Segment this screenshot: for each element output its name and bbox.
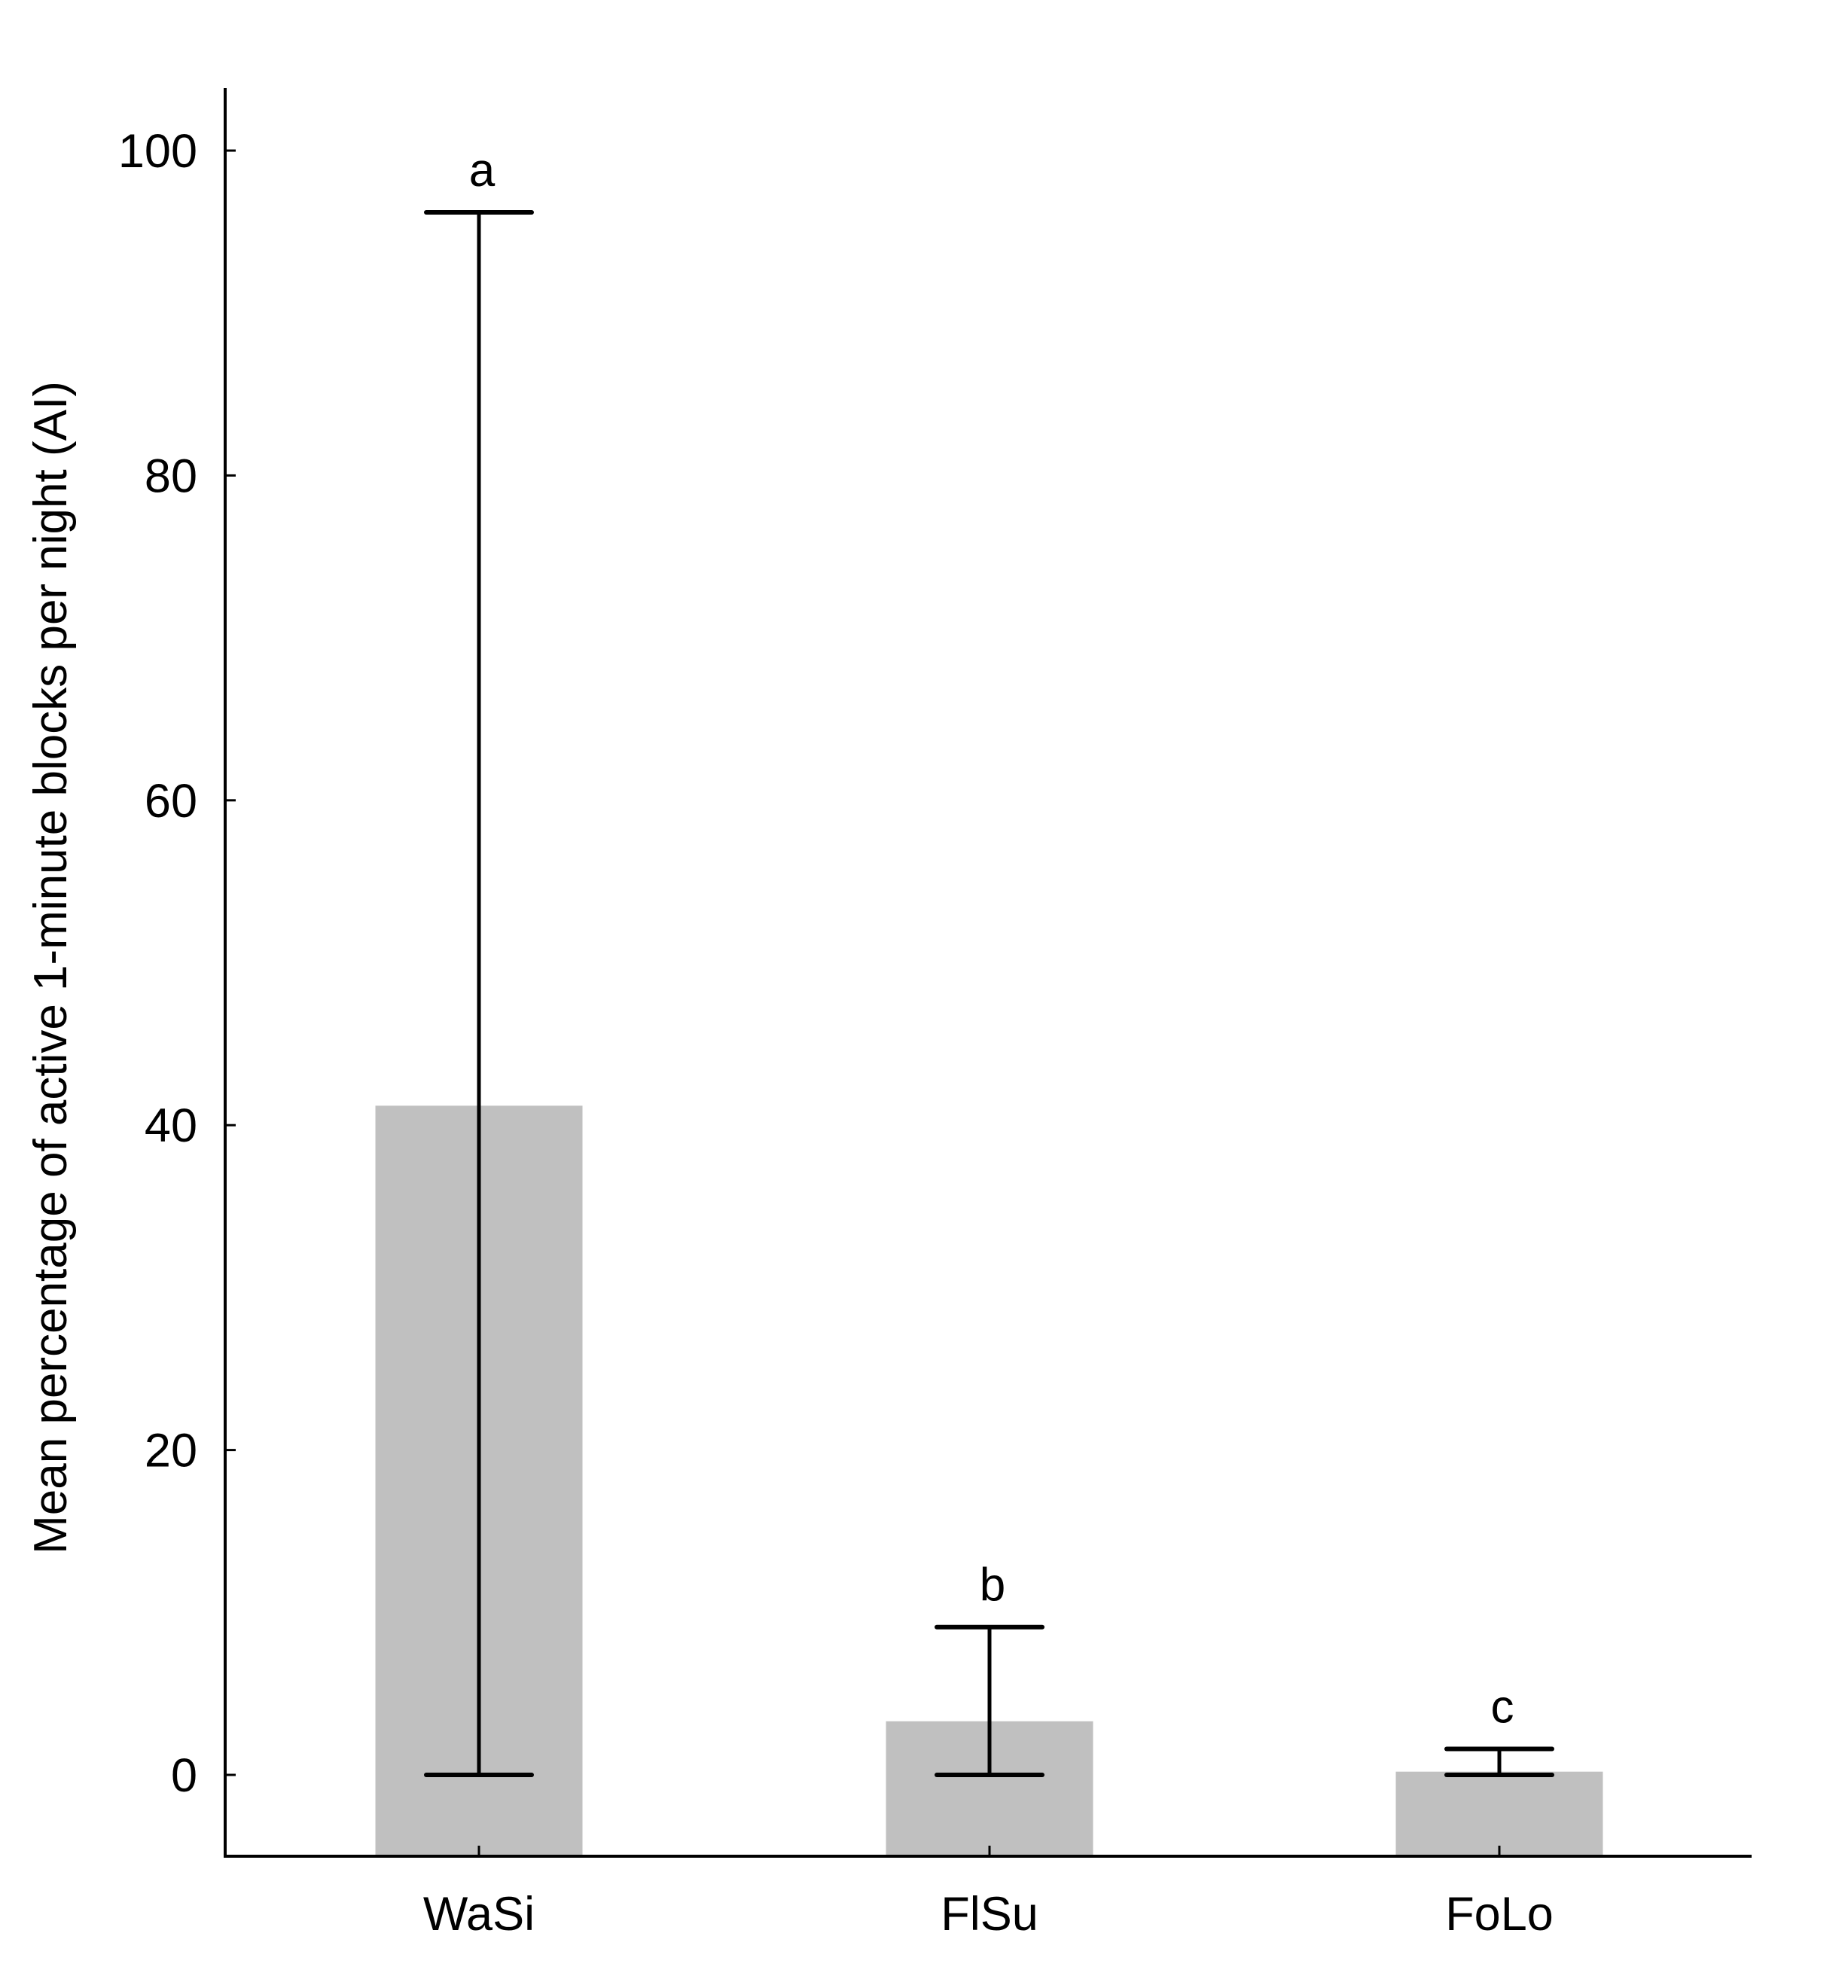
y-tick-label-20: 20 <box>145 1425 197 1477</box>
y-tick-label-100: 100 <box>118 125 197 178</box>
y-ticks-layer: 0 20 40 60 80 100 <box>118 125 236 1802</box>
y-tick-label-60: 60 <box>145 775 197 828</box>
x-ticks-layer: WaSi FlSu FoLo <box>423 1846 1554 1941</box>
y-tick-label-0: 0 <box>171 1749 197 1802</box>
y-axis-label: Mean percentage of active 1-minute block… <box>25 381 77 1554</box>
significance-letter-FoLo: c <box>1491 1681 1514 1733</box>
x-tick-label-WaSi: WaSi <box>423 1888 535 1941</box>
significance-letter-WaSi: a <box>469 145 496 197</box>
significance-letter-FlSu: b <box>980 1560 1005 1611</box>
y-tick-label-40: 40 <box>145 1099 197 1152</box>
y-tick-label-80: 80 <box>145 450 197 502</box>
x-tick-label-FoLo: FoLo <box>1445 1888 1554 1941</box>
bar-FoLo <box>1395 1771 1603 1856</box>
bars-layer: a b c <box>375 145 1603 1856</box>
x-tick-label-FlSu: FlSu <box>941 1888 1038 1941</box>
